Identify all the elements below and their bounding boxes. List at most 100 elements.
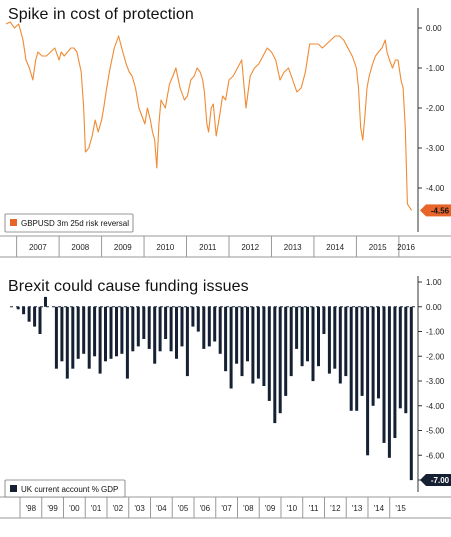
- bar-chart-svg: 1.00 0.00 -1.00 -2.00 -3.00 -4.00 -5.00 -6.00 '9…: [0, 276, 451, 519]
- bar: [251, 306, 255, 384]
- x-tick-label: 2010: [156, 243, 174, 252]
- bar: [267, 306, 271, 401]
- y-tick-label: -6.00: [426, 451, 445, 460]
- bar: [71, 306, 75, 369]
- bar: [213, 306, 217, 342]
- legend: GBPUSD 3m 25d risk reversal: [4, 213, 134, 233]
- bar: [311, 306, 315, 382]
- y-tick-label: -3.00: [426, 377, 445, 386]
- x-tick-label: '14: [374, 504, 385, 513]
- bar: [218, 306, 222, 354]
- y-tick-label: -3.00: [426, 144, 445, 153]
- x-tick-label: '01: [91, 504, 102, 513]
- bar: [338, 306, 342, 384]
- bar: [33, 306, 37, 327]
- legend-swatch: [10, 219, 17, 226]
- bar: [185, 306, 189, 377]
- x-tick-label: '15: [395, 504, 406, 513]
- y-tick-label: 0.00: [426, 303, 442, 312]
- bar: [398, 306, 402, 409]
- x-tick-label: 2012: [241, 243, 259, 252]
- bar: [87, 306, 91, 369]
- x-tick-label: '06: [200, 504, 211, 513]
- bar: [409, 306, 413, 481]
- bar: [289, 306, 293, 377]
- y-tick-label: 1.00: [426, 278, 442, 287]
- x-tick-label: '10: [287, 504, 298, 513]
- bar: [125, 306, 129, 379]
- bar: [136, 306, 140, 347]
- bar: [382, 306, 386, 443]
- x-tick-label: 2009: [114, 243, 132, 252]
- current-account-chart: Brexit could cause funding issues 1.00 0.…: [0, 270, 451, 537]
- bar: [191, 306, 195, 327]
- bar: [295, 306, 299, 349]
- y-tick-label: -1.00: [426, 328, 445, 337]
- bar: [27, 306, 31, 322]
- x-tick-label: '00: [69, 504, 80, 513]
- legend-swatch: [10, 485, 17, 492]
- bar: [147, 306, 151, 349]
- bar: [164, 306, 168, 339]
- bar: [158, 306, 162, 352]
- bar: [404, 306, 408, 414]
- last-value-marker-arrow: [420, 474, 426, 486]
- bar: [93, 306, 97, 357]
- bar: [278, 306, 282, 414]
- bar: [54, 306, 58, 369]
- series-line: [5, 21, 413, 211]
- last-value-label: -4.56: [431, 206, 450, 215]
- bar: [202, 306, 206, 349]
- bar: [355, 306, 359, 411]
- x-tick-label: 2015: [369, 243, 387, 252]
- bar: [207, 306, 211, 347]
- bar: [229, 306, 233, 389]
- chart-title: Spike in cost of protection: [8, 6, 194, 23]
- y-tick-label: -2.00: [426, 104, 445, 113]
- bar: [196, 306, 200, 332]
- last-value-marker: [426, 474, 451, 486]
- x-tick-label: 2007: [29, 243, 47, 252]
- bar: [153, 306, 157, 364]
- bar: [327, 306, 331, 374]
- bar: [240, 306, 244, 377]
- bar: [235, 306, 239, 364]
- bar: [284, 306, 288, 396]
- bar: [360, 306, 364, 396]
- x-tick-label: 2013: [284, 243, 302, 252]
- last-value-marker: [426, 204, 451, 217]
- legend-label: GBPUSD 3m 25d risk reversal: [21, 219, 129, 228]
- bar: [371, 306, 375, 406]
- bar: [22, 306, 26, 315]
- bar: [317, 306, 320, 367]
- x-tick-label: 2008: [71, 243, 89, 252]
- bar: [104, 306, 107, 362]
- y-tick-label: -4.00: [426, 402, 445, 411]
- bar: [44, 296, 47, 307]
- bar: [387, 306, 391, 458]
- bar: [16, 306, 20, 310]
- chart-title: Brexit could cause funding issues: [8, 278, 249, 295]
- bar: [60, 306, 64, 362]
- bar: [273, 306, 277, 424]
- last-value-label: -7.00: [431, 476, 450, 485]
- bar: [131, 306, 135, 352]
- last-value-marker-arrow: [420, 204, 426, 217]
- x-tick-label: '09: [265, 504, 276, 513]
- bar: [306, 306, 309, 362]
- legend-box: [4, 479, 126, 498]
- line-chart-svg: 0.00 -1.00 -2.00 -3.00 -4.00 2007 2008 2009 2010…: [0, 8, 451, 258]
- x-tick-label: '11: [309, 504, 319, 513]
- x-tick-label: '05: [178, 504, 189, 513]
- bar: [333, 306, 337, 369]
- y-tick-label: -5.00: [426, 427, 445, 436]
- legend: UK current account % GDP: [4, 479, 126, 498]
- x-tick-label: 2011: [199, 243, 217, 252]
- bar: [65, 306, 69, 379]
- x-tick-label: '04: [156, 504, 167, 513]
- bar: [180, 306, 184, 347]
- x-tick-label: '02: [113, 504, 124, 513]
- y-tick-label: -2.00: [426, 352, 445, 361]
- bar: [76, 306, 80, 359]
- bar: [109, 306, 113, 359]
